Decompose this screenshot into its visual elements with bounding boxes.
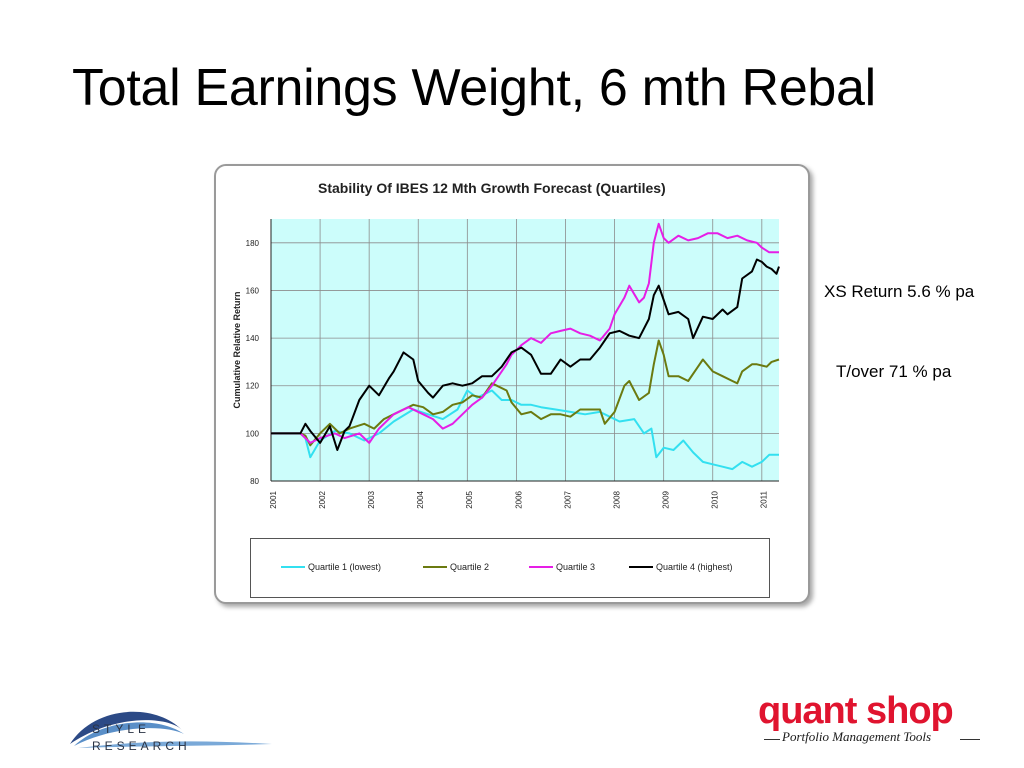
y-tick-label: 180 [246, 239, 260, 248]
y-axis-label: Cumulative Relative Return [232, 291, 242, 408]
legend-label-quartile-1: Quartile 1 (lowest) [308, 562, 382, 572]
legend-label-quartile-4: Quartile 4 (highest) [656, 562, 733, 572]
y-tick-label: 120 [246, 382, 260, 391]
legend-swatch-quartile-2 [423, 566, 447, 568]
style-research-word-1: STYLE [92, 722, 151, 736]
legend-label-quartile-2: Quartile 2 [450, 562, 490, 572]
legend-item-quartile-3: Quartile 3 [529, 562, 595, 572]
x-tick-label: 2001 [269, 490, 278, 508]
quant-shop-logo: quant shop [758, 690, 954, 732]
x-tick-label: 2010 [711, 490, 720, 508]
x-tick-label: 2006 [514, 490, 523, 508]
x-tick-label: 2004 [416, 490, 425, 508]
y-tick-label: 100 [246, 429, 260, 438]
y-tick-label: 140 [246, 334, 260, 343]
y-tick-label: 80 [250, 477, 259, 486]
chart-title: Stability Of IBES 12 Mth Growth Forecast… [318, 180, 666, 196]
turnover-note: T/over 71 % pa [836, 362, 952, 381]
series-line-quartile-1 [271, 389, 779, 471]
y-tick-label: 160 [246, 286, 260, 295]
x-tick-label: 2009 [662, 490, 671, 508]
series-line-quartile-3 [271, 222, 779, 444]
chart-legend: Quartile 1 (lowest) Quartile 2 Quartile … [250, 538, 770, 598]
style-research-word-2: RESEARCH [92, 739, 191, 753]
legend-item-quartile-4: Quartile 4 (highest) [629, 562, 733, 572]
series-line-quartile-2 [271, 339, 780, 447]
style-research-swoosh-logo [70, 711, 272, 748]
series-line-quartile-4 [271, 258, 780, 451]
x-tick-label: 2003 [367, 490, 376, 508]
quant-shop-rule-right [960, 739, 980, 740]
x-tick-label: 2008 [612, 490, 621, 508]
legend-swatch-quartile-3 [529, 566, 553, 568]
x-tick-label: 2011 [760, 490, 769, 508]
slide-title: Total Earnings Weight, 6 mth Rebal [72, 59, 876, 117]
x-tick-label: 2002 [318, 490, 327, 508]
x-tick-label: 2007 [563, 490, 572, 508]
xs-return-note: XS Return 5.6 % pa [824, 282, 975, 301]
legend-label-quartile-3: Quartile 3 [556, 562, 596, 572]
legend-item-quartile-2: Quartile 2 [423, 562, 489, 572]
quant-shop-tagline: Portfolio Management Tools [782, 729, 932, 744]
quant-shop-rule-left [764, 739, 780, 740]
legend-item-quartile-1: Quartile 1 (lowest) [281, 562, 381, 572]
legend-swatch-quartile-4 [629, 566, 653, 568]
x-tick-label: 2005 [465, 490, 474, 508]
legend-swatch-quartile-1 [281, 566, 305, 568]
